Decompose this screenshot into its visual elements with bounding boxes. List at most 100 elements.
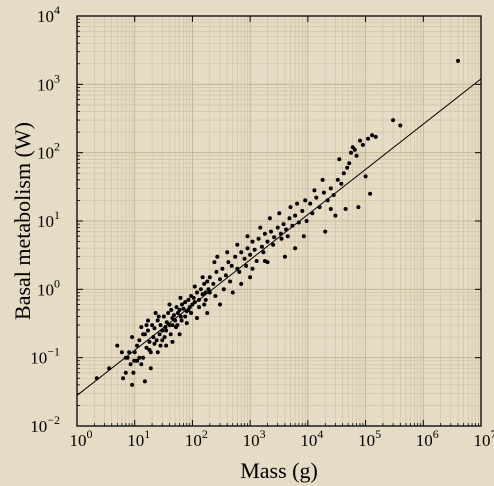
x-tick-label: 105 <box>358 427 381 450</box>
data-point <box>343 207 348 211</box>
data-point <box>288 205 293 210</box>
data-point <box>218 302 222 307</box>
data-point <box>368 191 373 196</box>
data-point <box>164 320 169 325</box>
data-point <box>331 193 336 197</box>
data-point <box>132 358 137 363</box>
data-point <box>144 323 149 328</box>
data-point <box>135 358 140 363</box>
data-point <box>189 311 194 315</box>
data-point <box>152 326 157 331</box>
data-point <box>261 250 266 255</box>
x-tick-label: 100 <box>70 427 93 450</box>
data-point <box>456 58 460 63</box>
data-point <box>295 201 300 206</box>
data-point <box>123 370 128 375</box>
fit-line-group <box>77 78 481 396</box>
data-point <box>158 343 163 348</box>
data-point <box>186 297 191 302</box>
data-point <box>137 338 142 343</box>
data-point <box>226 260 231 265</box>
data-point <box>147 347 152 352</box>
data-point <box>301 234 306 239</box>
data-point <box>265 239 270 244</box>
data-point <box>207 290 212 295</box>
data-point <box>328 207 333 211</box>
data-point <box>363 174 368 179</box>
data-point <box>290 223 295 228</box>
data-point <box>304 219 309 223</box>
data-point <box>303 198 308 203</box>
data-point <box>139 325 144 330</box>
data-point <box>279 236 284 241</box>
data-point <box>211 281 216 286</box>
data-point <box>282 254 287 259</box>
data-point <box>200 292 205 297</box>
data-point <box>349 150 353 155</box>
data-point <box>284 227 289 232</box>
data-point <box>158 323 163 328</box>
data-point <box>314 195 319 200</box>
data-point <box>137 355 142 360</box>
data-point <box>151 335 156 340</box>
data-point <box>366 136 370 141</box>
data-point <box>123 355 128 360</box>
data-point <box>221 287 226 292</box>
data-point <box>94 376 99 381</box>
data-point <box>163 325 168 330</box>
data-point <box>215 254 220 259</box>
data-point <box>250 266 255 271</box>
x-tick-label: 104 <box>300 427 323 450</box>
data-point <box>179 318 184 323</box>
data-point <box>146 318 150 323</box>
data-point <box>178 314 183 319</box>
data-point <box>147 339 152 344</box>
data-point <box>360 142 365 147</box>
y-tick-label: 102 <box>37 140 60 163</box>
data-point <box>197 297 201 302</box>
data-point <box>178 295 183 300</box>
data-point <box>333 213 338 218</box>
x-axis-label: Mass (g) <box>240 458 318 483</box>
data-point <box>258 225 263 230</box>
data-point <box>391 118 396 123</box>
x-tick-label: 107 <box>474 427 494 450</box>
data-point <box>212 260 217 265</box>
y-tick-label: 10−2 <box>30 413 60 436</box>
data-point <box>321 190 326 195</box>
data-point <box>198 287 203 292</box>
data-point <box>186 307 191 312</box>
data-point <box>230 290 235 295</box>
data-point <box>156 314 161 319</box>
data-point <box>320 177 325 182</box>
data-point <box>310 211 315 216</box>
data-point <box>180 302 184 307</box>
x-tick-label: 101 <box>127 427 150 450</box>
data-point <box>128 362 133 367</box>
data-point <box>164 328 169 333</box>
data-point <box>177 307 182 312</box>
data-point <box>235 242 240 247</box>
x-tick-labels: 100 101 102 103 104 105 106 107 <box>70 427 494 450</box>
data-point <box>155 350 160 355</box>
data-point <box>250 239 255 244</box>
data-point <box>115 343 120 348</box>
data-point <box>167 323 172 328</box>
data-point <box>245 246 250 251</box>
data-point <box>200 275 205 280</box>
data-point <box>183 300 188 305</box>
data-point <box>157 332 162 337</box>
minor-grid <box>77 16 481 426</box>
data-point <box>275 225 280 230</box>
data-point <box>287 216 292 221</box>
data-point <box>239 250 244 255</box>
data-point <box>152 341 157 346</box>
data-point <box>132 350 137 355</box>
data-point <box>373 134 378 139</box>
data-point <box>269 229 273 234</box>
data-point <box>347 161 352 166</box>
data-point <box>177 332 182 337</box>
data-point <box>325 198 330 203</box>
data-point <box>169 307 174 312</box>
